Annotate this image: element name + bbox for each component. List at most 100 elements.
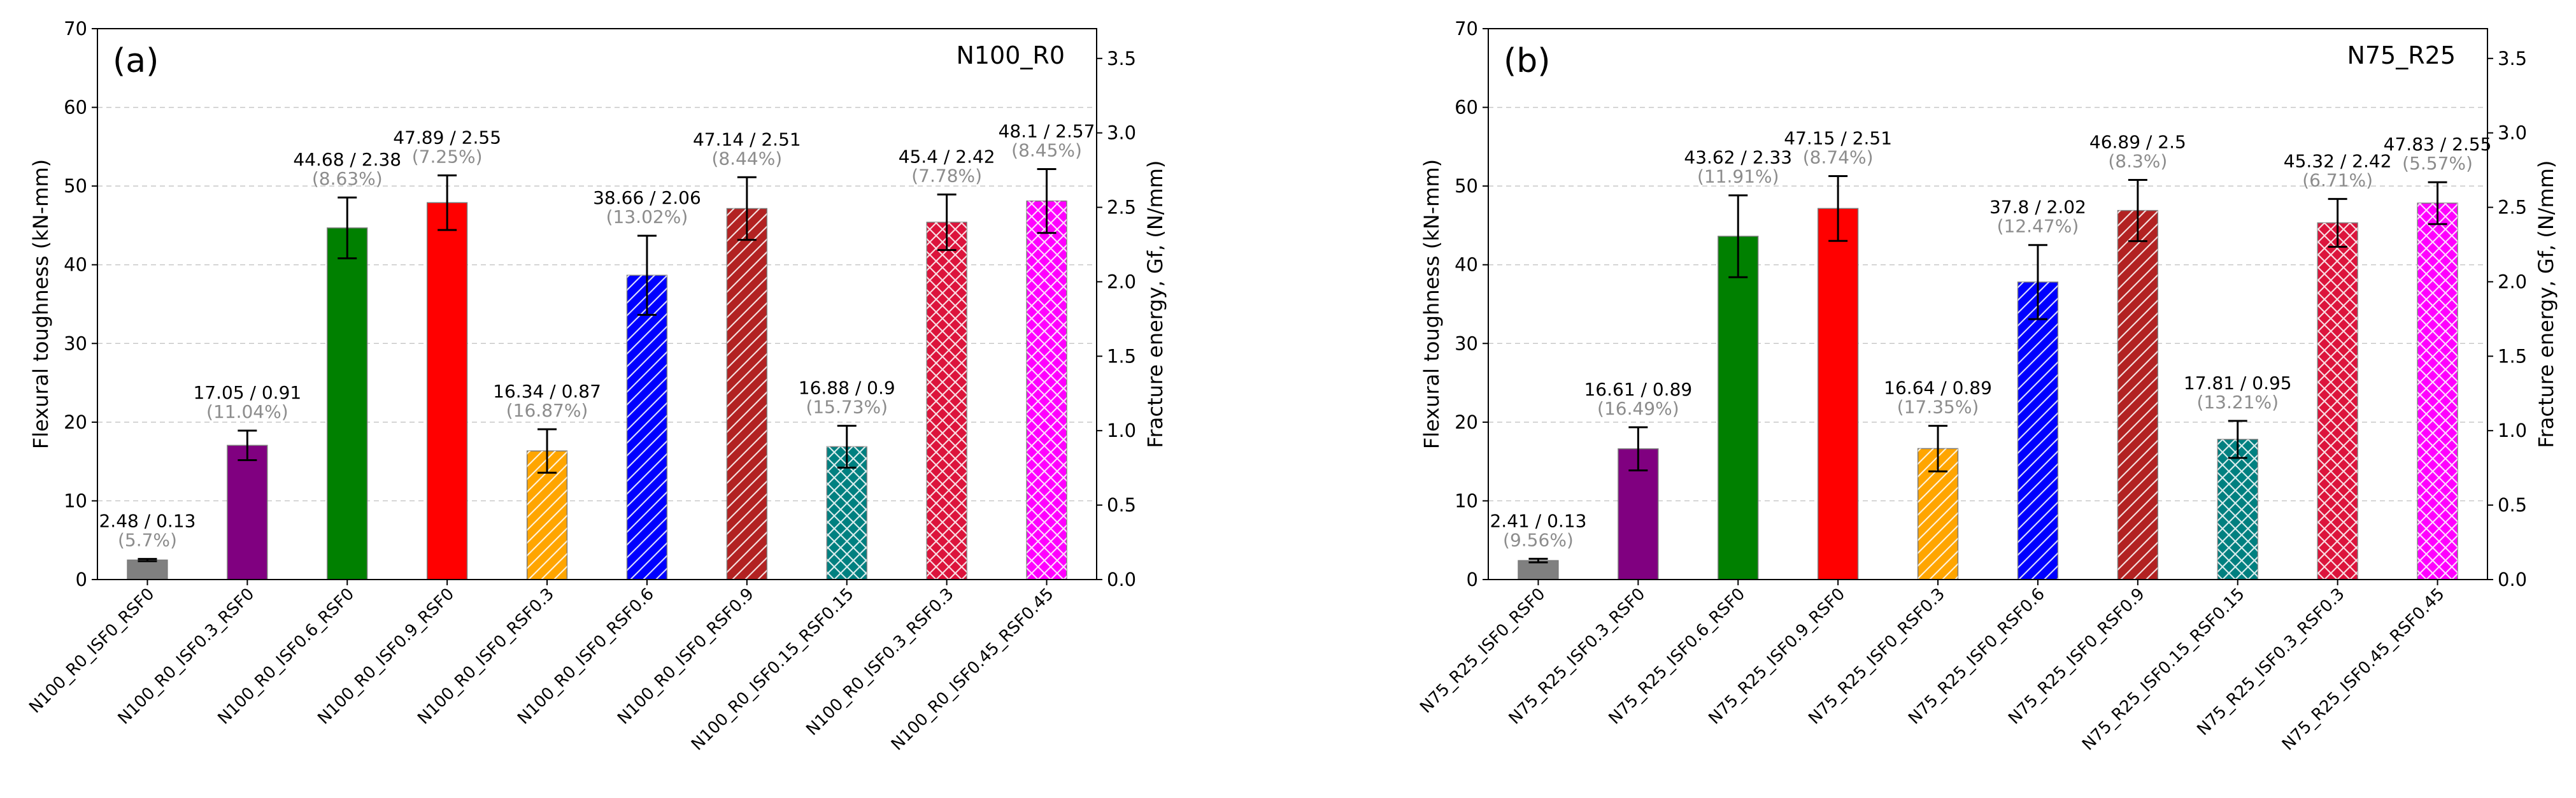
x-tick-label: N75_R25_ISF0.15_RSF0.15: [2079, 585, 2249, 755]
bar-hatch: [627, 275, 667, 580]
bar-hatch: [2417, 203, 2458, 580]
y-right-tick-label: 1.5: [1107, 345, 1136, 367]
panel-label: (b): [1504, 42, 1551, 80]
y-right-axis-title: Fracture energy, Gf, (N/mm): [1143, 160, 1167, 448]
y-right-tick-label: 3.0: [1107, 122, 1136, 144]
y-tick-label: 30: [1455, 332, 1478, 354]
y-tick-label: 20: [64, 411, 87, 433]
bar-hatch: [2317, 222, 2358, 580]
cv-label: (15.73%): [806, 397, 888, 418]
y-right-tick-label: 2.0: [1107, 271, 1136, 292]
cv-label: (5.57%): [2402, 153, 2473, 174]
cv-label: (6.71%): [2302, 169, 2373, 190]
cv-label: (8.3%): [2108, 151, 2167, 172]
data-label: 45.4 / 2.42: [899, 146, 995, 167]
data-label: 47.89 / 2.55: [393, 127, 501, 148]
cv-label: (11.91%): [1697, 166, 1779, 187]
x-tick-label: N100_R0_ISF0.45_RSF0.45: [888, 585, 1058, 755]
panel-title: N100_R0: [956, 41, 1065, 69]
y-tick-label: 70: [1455, 18, 1478, 39]
cv-label: (11.04%): [206, 401, 288, 422]
plot-frame: [1488, 28, 2488, 580]
y-right-tick-label: 3.5: [1107, 48, 1136, 69]
y-right-tick-label: 2.0: [2498, 271, 2527, 292]
bar-hatch: [2117, 210, 2158, 580]
data-label: 44.68 / 2.38: [293, 149, 401, 170]
panels: 2.48 / 0.13(5.7%)N100_R0_ISF0_RSF017.05 …: [25, 18, 2558, 754]
bar-hatch: [2217, 439, 2258, 580]
bar-hatch: [827, 446, 867, 580]
bar: [1818, 208, 1859, 580]
y-tick-label: 50: [64, 175, 87, 197]
bar: [327, 227, 368, 580]
bar: [127, 559, 168, 580]
chart-panel-b: 2.41 / 0.13(9.56%)N75_R25_ISF0_RSF016.61…: [1416, 18, 2558, 754]
cv-label: (5.7%): [118, 530, 177, 551]
y-tick-label: 40: [64, 254, 87, 276]
cv-label: (16.87%): [506, 400, 588, 421]
bar-hatch: [727, 208, 767, 580]
panel-label: (a): [113, 42, 159, 80]
y-right-tick-label: 1.0: [2498, 420, 2527, 441]
cv-label: (8.74%): [1803, 146, 1874, 167]
data-label: 46.89 / 2.5: [2089, 132, 2186, 153]
y-right-axis-title: Fracture energy, Gf, (N/mm): [2534, 160, 2558, 448]
bar: [427, 202, 468, 580]
data-label: 16.64 / 0.89: [1884, 378, 1992, 399]
y-right-tick-label: 3.0: [2498, 122, 2527, 144]
bar-hatch: [2017, 281, 2058, 580]
data-label: 16.88 / 0.9: [799, 378, 895, 399]
cv-label: (13.21%): [2196, 392, 2279, 413]
y-right-tick-label: 3.5: [2498, 48, 2527, 69]
y-tick-label: 20: [1455, 411, 1478, 433]
y-tick-label: 10: [1455, 490, 1478, 511]
data-label: 17.81 / 0.95: [2184, 373, 2292, 394]
data-label: 45.32 / 2.42: [2284, 150, 2392, 171]
cv-label: (8.45%): [1011, 139, 1082, 160]
bar: [227, 445, 268, 580]
cv-label: (13.02%): [606, 206, 688, 227]
data-label: 48.1 / 2.57: [999, 120, 1095, 141]
y-tick-label: 30: [64, 332, 87, 354]
data-label: 37.8 / 2.02: [1989, 197, 2086, 218]
cv-label: (8.44%): [711, 148, 782, 169]
y-tick-label: 60: [64, 97, 87, 118]
y-right-tick-label: 0.0: [1107, 569, 1136, 590]
data-label: 47.83 / 2.55: [2384, 134, 2492, 155]
cv-label: (17.35%): [1897, 397, 1979, 418]
y-right-tick-label: 0.5: [2498, 494, 2527, 516]
data-label: 2.41 / 0.13: [1490, 510, 1586, 531]
cv-label: (9.56%): [1503, 529, 1574, 550]
data-label: 38.66 / 2.06: [593, 187, 701, 208]
y-axis-title: Flexural toughness (kN-mm): [1420, 159, 1444, 449]
data-label: 43.62 / 2.33: [1684, 147, 1792, 168]
y-right-tick-label: 2.5: [1107, 197, 1136, 218]
data-label: 2.48 / 0.13: [99, 511, 196, 532]
cv-label: (7.78%): [911, 165, 982, 186]
y-right-tick-label: 0.5: [1107, 494, 1136, 516]
y-right-tick-label: 1.5: [2498, 345, 2527, 367]
data-label: 47.15 / 2.51: [1784, 127, 1892, 148]
y-tick-label: 50: [1455, 175, 1478, 197]
bar-hatch: [1027, 201, 1067, 580]
plot-frame: [97, 28, 1097, 580]
data-label: 16.34 / 0.87: [493, 381, 601, 402]
bar-hatch: [927, 222, 967, 580]
y-right-tick-label: 2.5: [2498, 197, 2527, 218]
x-tick-label: N75_R25_ISF0.45_RSF0.45: [2279, 585, 2449, 755]
cv-label: (7.25%): [412, 146, 483, 167]
y-axis-title: Flexural toughness (kN-mm): [29, 159, 53, 449]
y-tick-label: 0: [76, 569, 87, 590]
cv-label: (8.63%): [312, 168, 383, 189]
y-right-tick-label: 1.0: [1107, 420, 1136, 441]
y-tick-label: 60: [1455, 97, 1478, 118]
bar: [1518, 560, 1559, 580]
x-tick-label: N100_R0_ISF0.15_RSF0.15: [688, 585, 858, 755]
cv-label: (16.49%): [1597, 398, 1679, 419]
y-tick-label: 0: [1467, 569, 1478, 590]
panel-title: N75_R25: [2347, 41, 2456, 69]
bar: [1718, 236, 1759, 580]
y-tick-label: 40: [1455, 254, 1478, 276]
